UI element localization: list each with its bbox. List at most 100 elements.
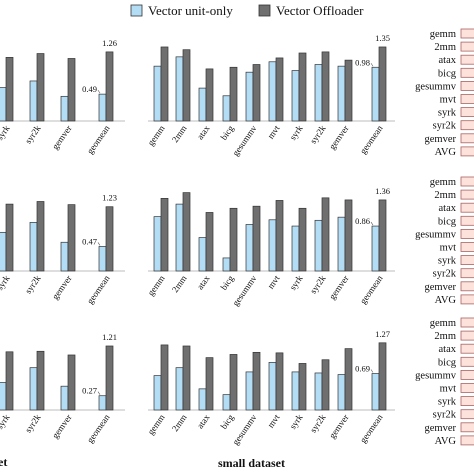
side-bar-gemm — [460, 317, 474, 328]
bar-bicg-unit-only — [222, 394, 231, 411]
annotation-unit-only: 0.49 — [82, 84, 97, 94]
bar-2mm-unit-only — [175, 203, 184, 272]
tick-label-bicg: bicg — [219, 412, 236, 431]
annotation-unit-only: 0.47 — [82, 236, 97, 246]
bar-atax-unit-only — [198, 87, 207, 122]
bar-syrk-unit-only — [291, 70, 300, 122]
bar-gemm-unit-only — [153, 375, 162, 411]
bar-bicg-offloader — [229, 354, 238, 411]
side-bar-gesummv — [460, 81, 474, 91]
side-label-atax: atax — [439, 344, 457, 355]
tick-label-2mm: 2mm — [170, 412, 189, 433]
bar-geomean-unit-only — [98, 93, 107, 122]
side-legend-strips: gemm 2mm atax bicg gesummv mvt syrk syr2k gemver… — [415, 28, 474, 447]
side-bar-bicg — [460, 215, 474, 226]
tick-label-syr2k: syr2k — [23, 412, 43, 435]
tick-label-syr2k: syr2k — [23, 123, 43, 146]
bar-atax-offloader — [205, 212, 214, 272]
legend-label-unit-only: Vector unit-only — [148, 3, 233, 18]
bar-mvt-unit-only — [268, 362, 277, 411]
tick-label-gesummv: gesummv — [230, 123, 259, 158]
side-bar-avg — [460, 146, 474, 157]
bar-gemver-offloader — [344, 348, 353, 411]
tick-label-geomean: geomean — [85, 273, 112, 306]
tick-label-atax: atax — [195, 123, 212, 141]
tick-label-gemver: gemver — [50, 412, 74, 440]
tick-label-syrk: syrk — [288, 123, 305, 142]
row3-left-partial: syrk syr2k gemver geomean 0.27 1.21 — [0, 332, 125, 445]
bar-gemver-offloader — [67, 354, 76, 411]
row1-left-partial: syrk syr2k gemver geomean 0.49 1.26 — [0, 38, 125, 156]
annotation-unit-only: 0.98 — [355, 57, 370, 67]
side-bar-avg — [460, 294, 474, 305]
annotation-offloader: 1.21 — [102, 332, 117, 342]
side-label-syrk: syrk — [438, 397, 457, 408]
side-label-2mm: 2mm — [434, 331, 456, 342]
annotation-leader — [370, 63, 374, 67]
bar-2mm-offloader — [182, 49, 191, 122]
tick-label-syr2k: syr2k — [308, 123, 328, 146]
bar-syr2k-offloader — [36, 53, 45, 122]
bar-bicg-offloader — [229, 66, 238, 122]
tick-label-syrk: syrk — [0, 273, 12, 292]
bar-geomean-offloader — [378, 342, 387, 411]
bar-2mm-offloader — [182, 192, 191, 272]
side-label-syr2k: syr2k — [433, 121, 457, 132]
bar-gesummv-unit-only — [245, 71, 254, 122]
bar-syr2k-unit-only — [29, 80, 38, 122]
side-label-gemver: gemver — [425, 423, 457, 434]
side-bar-atax — [460, 54, 474, 65]
bar-syr2k-unit-only — [29, 367, 38, 411]
side-bar-syrk — [460, 255, 474, 266]
tick-label-mvt: mvt — [265, 412, 282, 430]
bar-2mm-offloader — [182, 345, 191, 411]
annotation-leader — [97, 242, 101, 246]
bar-geomean-offloader — [378, 46, 387, 122]
side-bar-bicg — [460, 356, 474, 367]
tick-label-syrk: syrk — [288, 412, 305, 431]
bar-syr2k-offloader — [321, 359, 330, 411]
tick-label-gemver: gemver — [327, 412, 351, 440]
side-bar-syr2k — [460, 409, 474, 420]
bar-syr2k-unit-only — [29, 222, 38, 272]
side-bar-gemver — [460, 133, 474, 144]
bar-syr2k-offloader — [321, 197, 330, 272]
side-label-avg: AVG — [435, 436, 457, 447]
side-group-3: gemm 2mm atax bicg gesummv mvt syrk syr2k gemver… — [415, 317, 474, 447]
side-label-gemm: gemm — [430, 318, 456, 329]
side-label-atax: atax — [439, 55, 457, 66]
bar-gemver-offloader — [67, 204, 76, 272]
bar-syr2k-offloader — [321, 51, 330, 122]
bar-mvt-offloader — [275, 57, 284, 122]
side-label-gesummv: gesummv — [415, 370, 457, 381]
tick-label-gemver: gemver — [50, 273, 74, 301]
side-bar-syr2k — [460, 120, 474, 131]
annotation-offloader: 1.36 — [375, 186, 390, 196]
bar-geomean-offloader — [105, 345, 114, 411]
bar-syrk-offloader — [5, 203, 14, 272]
bar-bicg-unit-only — [222, 95, 231, 122]
bar-gemver-unit-only — [60, 95, 69, 122]
side-bar-gemm — [460, 176, 474, 187]
side-bar-gesummv — [460, 228, 474, 239]
tick-label-geomean: geomean — [85, 412, 112, 445]
side-label-mvt: mvt — [440, 95, 456, 106]
annotation-offloader: 1.26 — [102, 38, 117, 48]
tick-label-geomean: geomean — [358, 273, 385, 306]
bar-syr2k-unit-only — [314, 219, 323, 272]
side-group-1: gemm 2mm atax bicg gesummv mvt syrk syr2k gemver… — [415, 28, 474, 158]
bar-syrk-unit-only — [0, 382, 7, 411]
bar-gemm-offloader — [160, 198, 169, 272]
tick-label-bicg: bicg — [219, 273, 236, 292]
tick-label-gemver: gemver — [327, 273, 351, 301]
tick-label-gemm: gemm — [146, 123, 167, 147]
legend-label-offloader: Vector Offloader — [276, 3, 364, 18]
bar-geomean-offloader — [105, 206, 114, 272]
tick-label-gesummv: gesummv — [230, 412, 259, 447]
side-label-syr2k: syr2k — [433, 410, 457, 421]
tick-label-mvt: mvt — [265, 273, 282, 291]
bar-bicg-offloader — [229, 207, 238, 272]
